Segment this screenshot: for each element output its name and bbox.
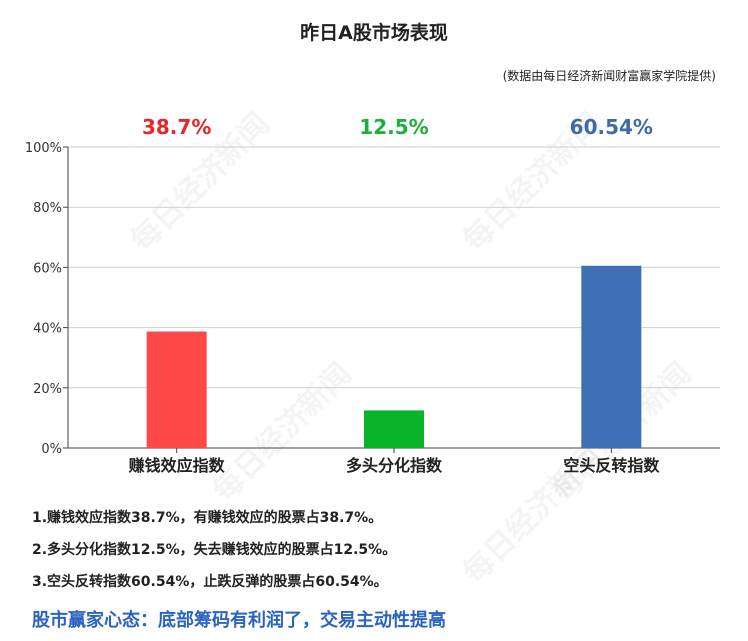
value-label: 60.54% bbox=[570, 115, 653, 139]
x-tick-label: 空头反转指数 bbox=[563, 456, 660, 475]
bar bbox=[146, 331, 207, 448]
y-tick-label: 80% bbox=[33, 201, 62, 216]
chart-title: 昨日A股市场表现 bbox=[300, 22, 448, 44]
value-label: 12.5% bbox=[359, 115, 428, 139]
bar-chart: 0% 20% 40% 60% 80% 100% 赚钱效应指数 38.7% 多头分化指数 12.5%… bbox=[25, 115, 720, 475]
note-item: 3.空头反转指数60.54%，止跌反弹的股票占60.54%。 bbox=[32, 574, 388, 590]
x-tick-label: 多头分化指数 bbox=[346, 456, 443, 475]
note-item: 2.多头分化指数12.5%，失去赚钱效应的股票占12.5%。 bbox=[32, 542, 397, 558]
y-tick-label: 60% bbox=[33, 261, 62, 276]
notes-list: 1.赚钱效应指数38.7%，有赚钱效应的股票占38.7%。 2.多头分化指数12… bbox=[32, 508, 396, 604]
conclusion-text: 股市赢家心态：底部筹码有利润了，交易主动性提高 bbox=[32, 610, 446, 631]
y-tick-label: 100% bbox=[25, 141, 62, 156]
value-label: 38.7% bbox=[142, 115, 211, 139]
y-tick-label: 0% bbox=[41, 442, 62, 457]
y-tick-label: 40% bbox=[33, 322, 62, 337]
bar bbox=[581, 265, 642, 448]
data-source-note: (数据由每日经济新闻财富赢家学院提供) bbox=[502, 69, 716, 83]
note-item: 1.赚钱效应指数38.7%，有赚钱效应的股票占38.7%。 bbox=[32, 510, 383, 526]
y-tick-label: 20% bbox=[33, 382, 62, 397]
x-tick-label: 赚钱效应指数 bbox=[128, 456, 226, 475]
bar bbox=[364, 410, 424, 448]
